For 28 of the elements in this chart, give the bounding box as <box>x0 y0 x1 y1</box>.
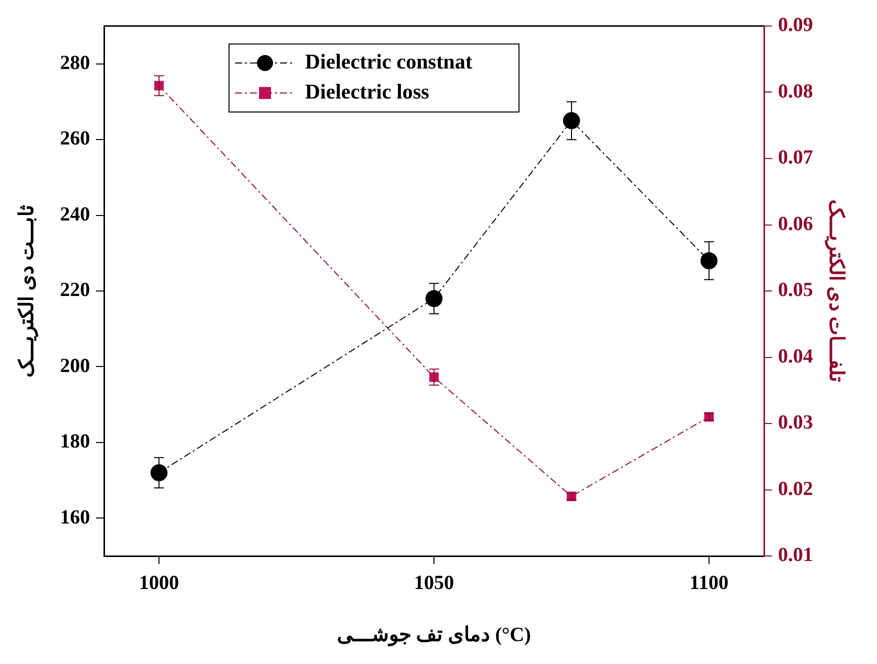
y2-tick-label: 0.09 <box>778 14 813 36</box>
y2-tick-label: 0.05 <box>778 279 813 302</box>
y2-tick-label: 0.04 <box>778 345 813 368</box>
y2-tick-label: 0.01 <box>778 544 813 566</box>
y-tick-label: 240 <box>60 203 90 226</box>
point <box>426 290 442 308</box>
x-tick-label: 1000 <box>139 572 179 594</box>
x-tick-label: 1100 <box>690 572 728 594</box>
point <box>700 252 718 270</box>
x-axis-title: دمای تف جوشـــی (°C) <box>337 624 531 648</box>
y2-tick-label: 0.06 <box>778 212 813 235</box>
point <box>563 112 580 130</box>
y-tick-label: 220 <box>60 279 90 302</box>
y-tick-label: 280 <box>60 52 90 74</box>
y2-tick-label: 0.07 <box>778 146 813 169</box>
point <box>150 464 168 482</box>
x-tick-label: 1050 <box>414 572 454 594</box>
y2-tick-label: 0.02 <box>778 478 813 500</box>
y-tick-label: 180 <box>60 430 90 453</box>
y-tick-label: 200 <box>60 354 90 377</box>
y2-axis-title: تلفـــات دی الکتریـــک <box>824 200 847 382</box>
y2-tick-label: 0.03 <box>778 412 813 434</box>
y-tick-label: 160 <box>60 506 90 528</box>
y2-tick-label: 0.08 <box>778 80 813 102</box>
y-tick-label: 260 <box>60 128 90 150</box>
y-axis-title: ثابـــت دی الکتریـــک <box>16 204 40 378</box>
legend-label: Dielectric constnat <box>305 49 472 74</box>
legend-label: Dielectric loss <box>305 79 430 104</box>
